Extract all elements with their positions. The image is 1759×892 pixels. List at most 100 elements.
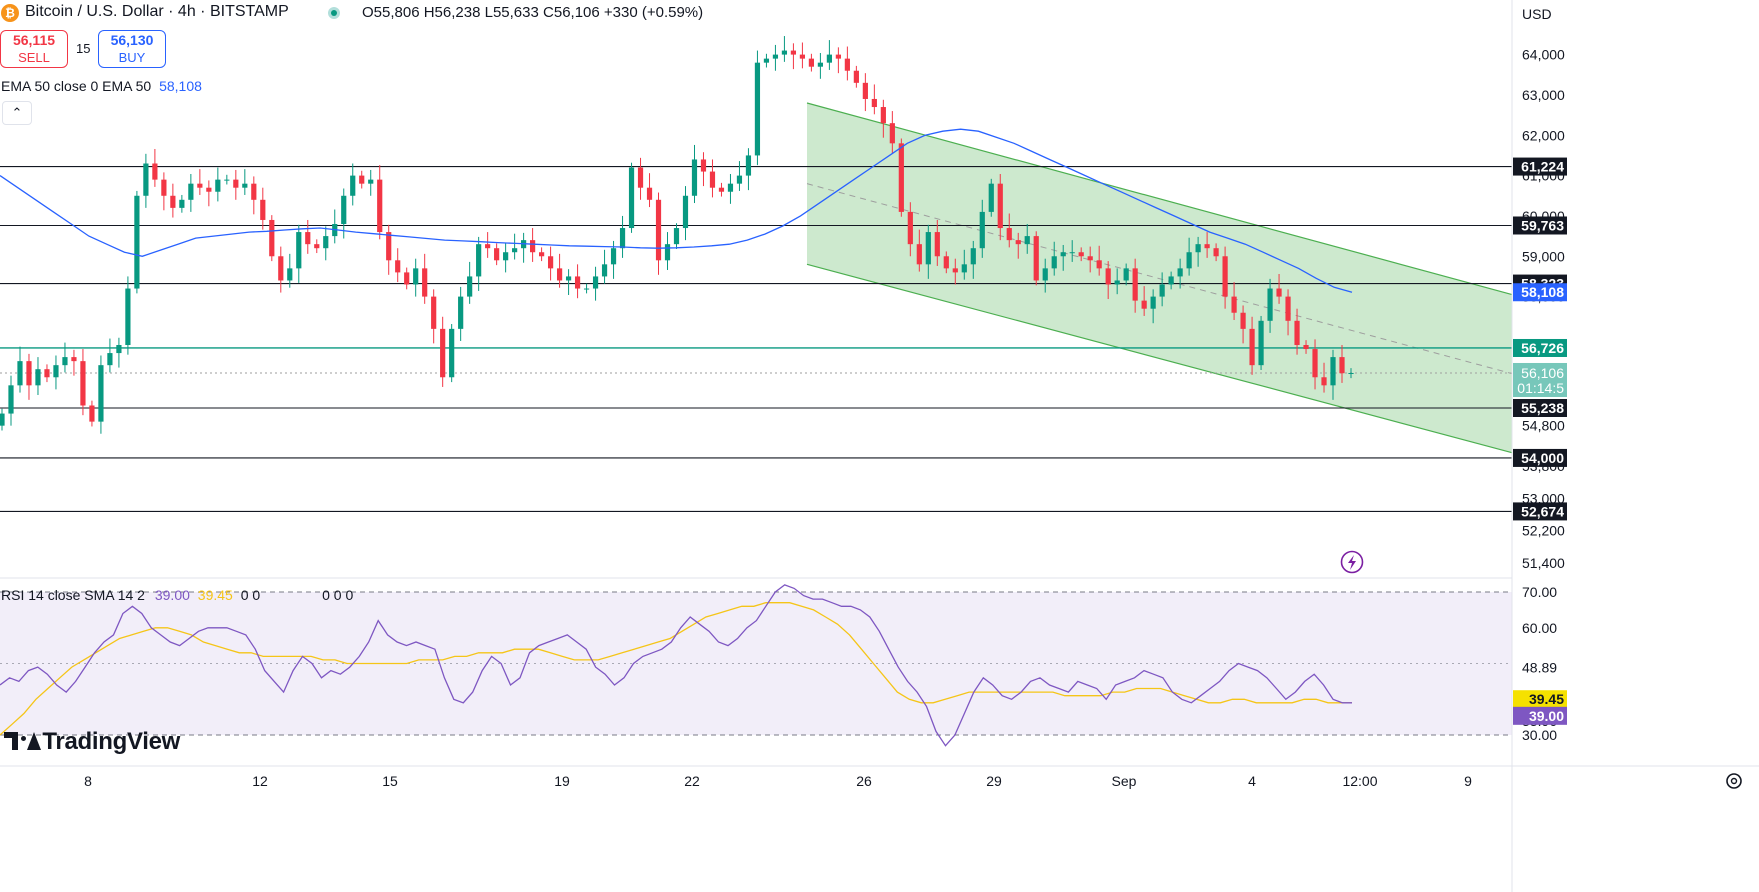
candle (530, 228, 536, 262)
ema-legend[interactable]: EMA 50 close 0 EMA 50 58,108 (1, 78, 202, 94)
marker-price-label-text: 56,726 (1521, 340, 1564, 356)
candle (1312, 339, 1318, 390)
candle (1042, 258, 1048, 293)
candle (116, 337, 122, 368)
candle-body (799, 54, 806, 59)
candle-body (1132, 268, 1138, 301)
candle-body (539, 252, 545, 257)
candle (206, 180, 212, 207)
candle (134, 190, 140, 294)
candle (152, 148, 158, 187)
candle-body (1267, 288, 1273, 321)
candle-body (817, 62, 823, 67)
time-axis[interactable]: 8 12 15 19 22 26 29 Sep 4 12:00 9 (84, 773, 1472, 789)
rsi-legend[interactable]: RSI 14 close SMA 14 2 39.00 39.45 0 0 0 … (1, 587, 353, 603)
candle-body (1006, 228, 1012, 241)
candles (0, 36, 1354, 434)
rsi-panel[interactable] (0, 584, 1512, 747)
candle (1033, 231, 1039, 286)
candle-body (359, 175, 365, 184)
candle (458, 286, 464, 341)
candle (970, 240, 976, 279)
candle-body (691, 159, 698, 196)
candle (664, 232, 671, 270)
candle (224, 174, 230, 185)
candle-body (682, 195, 689, 229)
candle (440, 316, 446, 387)
descending-channel[interactable] (807, 103, 1512, 453)
candle-body (583, 288, 590, 290)
sell-price: 56,115 (12, 32, 56, 48)
candle (170, 183, 176, 218)
time-tick-label: 19 (554, 773, 570, 789)
candle-body (1168, 276, 1174, 285)
candle (727, 173, 734, 204)
candle (1231, 282, 1237, 320)
ohlc-readout: O55,806 H56,238 L55,633 C56,106 +330 (+0… (362, 4, 703, 21)
candle-body (71, 357, 77, 362)
candle-body (844, 58, 850, 71)
level-label-61,224: 61,224 (1513, 157, 1567, 176)
candle-body (619, 228, 626, 249)
candle-body (889, 123, 895, 144)
price-tick-label: 63,000 (1522, 87, 1565, 103)
candle (8, 375, 14, 426)
candle (763, 53, 770, 68)
level-label-54,000: 54,000 (1513, 448, 1567, 467)
market-status-icon (328, 7, 340, 19)
symbol-title[interactable]: Bitcoin / U.S. Dollar · 4h · BITSTAMP (25, 3, 289, 20)
candle (952, 258, 958, 285)
candle (1150, 289, 1156, 324)
time-tick-label: 12:00 (1342, 773, 1377, 789)
candle (251, 176, 257, 215)
candle-body (1285, 296, 1291, 321)
last-price-text: 56,106 (1521, 365, 1564, 381)
sell-button[interactable]: 56,115 SELL (0, 30, 68, 68)
candle (1213, 243, 1219, 262)
candle-body (1024, 236, 1030, 245)
level-label-61,224-bg (1513, 157, 1567, 176)
rsi-legend-sma: 39.45 (197, 587, 233, 603)
candle-body (664, 244, 671, 261)
candle-body (440, 328, 446, 378)
candle (1114, 268, 1120, 295)
buy-button[interactable]: 56,130 BUY (98, 30, 166, 68)
channel-lower-line[interactable] (806, 263, 1513, 454)
time-tick-label: 22 (684, 773, 700, 789)
level-label-54,000-bg (1513, 448, 1567, 467)
candle-body (1258, 320, 1264, 366)
rsi-legend-extra2: 0 0 0 (322, 587, 354, 603)
candle-body (512, 248, 518, 253)
candle (503, 242, 509, 273)
tradingview-logo[interactable]: TradingView (4, 728, 180, 756)
price-axis[interactable]: 64,00063,00062,00061,00060,00059,00058,0… (1522, 47, 1565, 571)
candle (1348, 368, 1354, 379)
level-label-59,763-bg (1513, 216, 1567, 235)
settings-gear-icon[interactable] (1726, 773, 1742, 789)
candle-body (565, 276, 572, 281)
candle (754, 50, 761, 166)
rsi-sma-axis-label: 39.45 (1513, 690, 1567, 709)
candle-body (1249, 328, 1255, 366)
candle (431, 289, 437, 344)
collapse-legend-button[interactable]: ⌃ (2, 101, 32, 125)
candle-body (637, 167, 644, 188)
currency-label[interactable]: USD (1522, 6, 1552, 22)
candle (80, 349, 86, 416)
candle (565, 269, 572, 295)
candle (988, 178, 994, 217)
candle (1186, 237, 1192, 276)
candle (161, 172, 167, 211)
candle-body (934, 232, 940, 257)
lightning-icon[interactable] (1340, 550, 1364, 574)
level-label-55,238-text: 55,238 (1521, 400, 1564, 416)
candle (1240, 305, 1246, 344)
last-price-bg (1513, 362, 1567, 397)
ohlc-high: H56,238 (423, 4, 481, 21)
candle-body (233, 179, 239, 188)
candle-body (1213, 248, 1219, 257)
candle-body (997, 183, 1003, 229)
candle (377, 165, 383, 240)
price-panel[interactable] (0, 36, 1513, 512)
